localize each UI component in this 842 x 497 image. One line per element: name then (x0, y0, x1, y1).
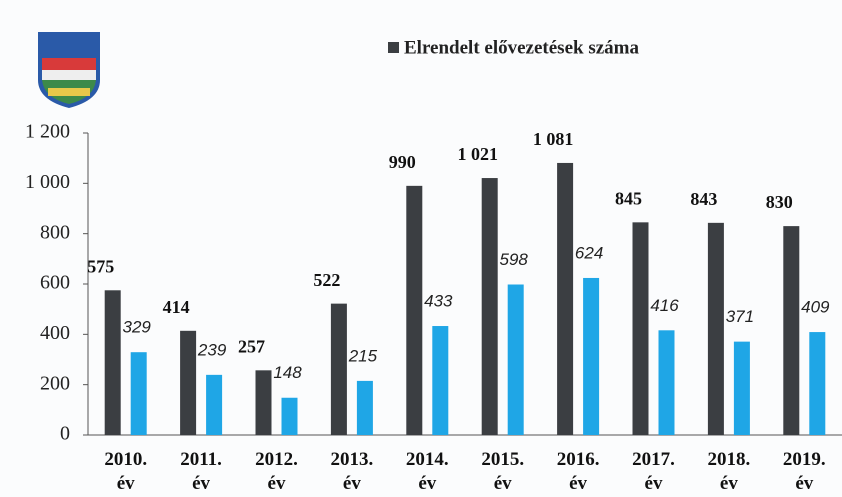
value-label: 845 (615, 188, 642, 208)
bar (130, 352, 147, 435)
value-label: 990 (389, 152, 416, 172)
bar (432, 326, 449, 435)
x-tick-label: 2018. év (707, 449, 751, 494)
x-tick-label: 2016. év (556, 449, 600, 494)
x-tick-label: 2013. év (330, 449, 374, 494)
value-label: 416 (650, 296, 679, 315)
x-tick-label: 2015. év (481, 449, 525, 494)
y-tick-label: 200 (40, 372, 70, 394)
bar (809, 332, 826, 435)
value-label: 433 (424, 292, 453, 311)
value-label: 215 (348, 346, 378, 365)
bar (557, 162, 574, 435)
bar (481, 178, 498, 435)
bar (104, 290, 121, 435)
y-tick-label: 0 (60, 423, 70, 445)
x-tick-label: 2019. év (782, 449, 826, 494)
bar (707, 222, 724, 435)
value-label: 830 (766, 192, 793, 212)
value-label: 1 021 (457, 144, 498, 164)
legend-swatch (388, 42, 399, 53)
y-tick-label: 1 000 (25, 171, 70, 193)
y-tick-label: 400 (40, 322, 70, 344)
value-label: 522 (313, 270, 340, 290)
legend-label: Elrendelt elővezetések száma (404, 37, 639, 58)
value-label: 843 (690, 189, 717, 209)
value-label: 409 (801, 298, 830, 317)
value-label: 414 (163, 297, 190, 317)
value-label: 598 (500, 250, 529, 269)
y-tick-label: 600 (40, 272, 70, 294)
value-label: 148 (273, 363, 302, 382)
y-tick-label: 1 200 (25, 121, 70, 143)
bar (632, 222, 649, 435)
bar (281, 397, 298, 435)
logo (38, 32, 100, 108)
x-tick-label: 2012. év (255, 449, 298, 494)
x-tick-label: 2017. év (632, 449, 675, 494)
value-label: 575 (87, 256, 114, 276)
bar (583, 277, 600, 435)
bar (733, 341, 750, 435)
bar (255, 370, 272, 435)
x-tick-label: 2010. év (104, 449, 148, 494)
bar (206, 374, 223, 435)
value-label: 239 (197, 340, 227, 359)
bar (330, 303, 347, 435)
bar (783, 226, 800, 435)
y-tick-label: 800 (40, 221, 70, 243)
value-label: 371 (726, 307, 754, 326)
bar (180, 330, 197, 435)
value-label: 257 (238, 336, 265, 356)
value-label: 329 (123, 318, 152, 337)
x-tick-label: 2011. év (180, 449, 222, 494)
x-tick-label: 2014. év (405, 449, 449, 494)
value-label: 1 081 (533, 129, 574, 149)
bar (356, 380, 373, 435)
bar (507, 284, 524, 435)
bar (406, 185, 423, 435)
value-label: 624 (575, 243, 603, 262)
bar (658, 330, 675, 435)
